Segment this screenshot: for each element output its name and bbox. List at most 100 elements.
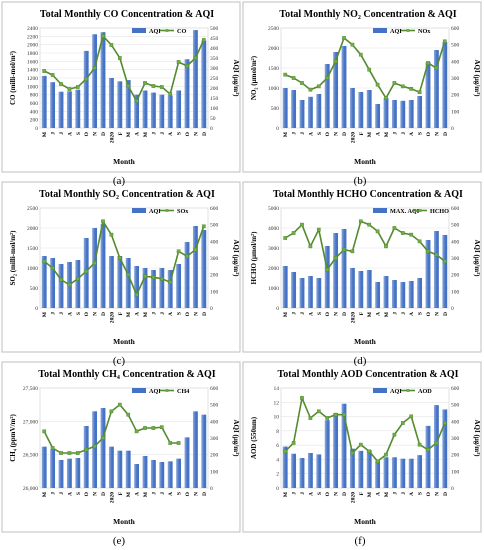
line-point — [350, 451, 355, 455]
y-right-tick-label: 600 — [451, 206, 460, 212]
x-tick-label: M — [283, 311, 289, 317]
y-left-axis-label: HCHO (µmol/m²) — [250, 231, 258, 285]
y-left-tick-label: 0 — [276, 306, 279, 312]
line-point — [92, 66, 97, 70]
x-tick-label: M — [143, 131, 149, 137]
bar — [50, 449, 56, 488]
line-point — [291, 76, 296, 80]
y-left-tick-label: 1000 — [268, 86, 279, 92]
line-point — [283, 449, 288, 454]
x-tick-label: O — [185, 131, 191, 136]
bar — [383, 457, 389, 488]
line-point — [168, 280, 173, 285]
y-left-tick-label: 2200 — [27, 34, 38, 40]
x-tick-label: M — [367, 311, 373, 317]
x-tick-label: J — [151, 312, 157, 315]
line-point — [434, 252, 439, 257]
bar — [425, 62, 431, 128]
legend-bar-label: AQI — [149, 28, 161, 35]
caption-b: (b) — [353, 175, 367, 187]
line-point — [42, 429, 47, 434]
caption-d: (d) — [353, 355, 367, 367]
x-tick-label: A — [308, 132, 314, 136]
bar — [201, 414, 207, 488]
x-tick-label: J — [401, 132, 407, 135]
chart-panel-so2: Total Monthly SO₂ Concentration & AQI 0 50… — [1, 181, 241, 353]
y-right-axis-label: AQI (µg/m³) — [473, 59, 481, 97]
bar — [307, 453, 313, 488]
bar — [125, 450, 131, 488]
line-point — [342, 412, 346, 417]
legend-line-label: SOx — [177, 208, 189, 215]
line-point — [442, 39, 447, 44]
line-point — [176, 60, 181, 64]
bar — [400, 458, 406, 488]
y-right-tick-label: 200 — [210, 453, 219, 459]
line-point — [109, 43, 114, 47]
bar — [201, 230, 207, 308]
line-point — [291, 441, 296, 445]
x-tick-label: S — [418, 132, 424, 135]
y-left-tick-label: 2000 — [268, 266, 279, 272]
x-tick-label: M — [143, 491, 149, 497]
bar — [41, 75, 47, 128]
x-tick-label: M — [283, 131, 289, 137]
line-point — [126, 84, 131, 88]
line-point — [384, 244, 388, 249]
x-axis-label: Month — [113, 157, 135, 166]
bar — [366, 450, 372, 488]
x-tick-label: O — [426, 491, 432, 496]
chart-panel-aod: Total Monthly AOD Concentration & AQI 0 2 4… — [242, 361, 482, 533]
line-point — [417, 442, 422, 447]
x-tick-label: O — [84, 491, 90, 496]
chart-title: Total Monthly AOD Concentration & AQI — [277, 369, 458, 380]
x-tick-label: N — [434, 312, 440, 316]
x-tick-label: J — [51, 492, 57, 495]
x-tick-label: J — [160, 492, 166, 495]
bar — [358, 450, 364, 488]
bar — [408, 281, 414, 308]
x-tick-label: 2020 — [350, 132, 356, 143]
x-tick-label: J — [292, 132, 298, 135]
bar — [425, 425, 431, 488]
line-point — [109, 409, 114, 414]
chart-panel-co: Total Monthly CO Concentration & AQI 0 200… — [1, 1, 241, 173]
line-point — [426, 61, 430, 65]
x-tick-label: O — [426, 131, 432, 136]
x-tick-label: A — [308, 312, 314, 316]
x-tick-label: N — [434, 132, 440, 136]
x-tick-label: D — [342, 492, 348, 496]
chart-panel-no2: Total Monthly NO₂ Concentration & AQI 0 50… — [242, 1, 482, 173]
x-tick-label: N — [193, 312, 199, 316]
bar — [341, 403, 347, 488]
bar — [159, 462, 165, 488]
line-point — [59, 277, 63, 282]
line-point — [316, 409, 321, 414]
x-tick-label: A — [376, 492, 382, 496]
bar — [142, 90, 148, 128]
bar — [307, 276, 313, 308]
legend-bar-label: AQI — [390, 388, 402, 395]
bar — [442, 235, 448, 308]
line-point — [375, 459, 380, 464]
x-tick-label: M — [384, 131, 390, 137]
bar — [333, 52, 339, 128]
bar — [442, 42, 448, 128]
bar — [375, 282, 381, 308]
x-tick-label: A — [135, 492, 141, 496]
x-tick-label: J — [59, 132, 65, 135]
x-tick-label: F — [359, 311, 365, 315]
chart-title: Total Monthly SO₂ Concentration & AQI — [39, 189, 215, 200]
bar — [366, 270, 372, 308]
bar — [117, 450, 123, 488]
bar — [176, 90, 182, 128]
y-right-tick-label: 600 — [451, 26, 460, 32]
line-point — [392, 226, 397, 230]
bar — [83, 426, 89, 488]
bar — [333, 413, 339, 488]
bar — [282, 446, 288, 488]
legend-line-marker — [406, 29, 410, 32]
bar — [176, 264, 182, 308]
y-right-tick-label: 200 — [451, 93, 460, 99]
y-left-tick-label: 0 — [35, 126, 38, 132]
